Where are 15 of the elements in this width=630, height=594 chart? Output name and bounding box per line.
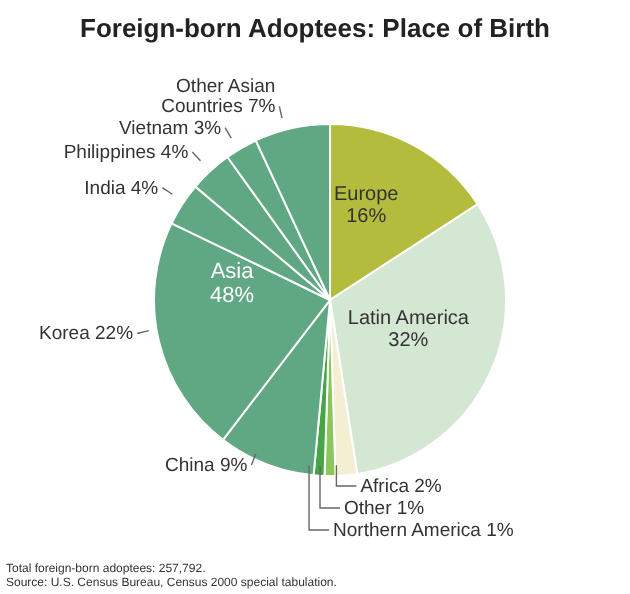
chart-title: Foreign-born Adoptees: Place of Birth <box>80 13 551 43</box>
slice-label: India 4% <box>84 176 160 199</box>
slice-label: Korea 22% <box>39 322 135 345</box>
slice-label: Other Asian Countries 7% <box>161 75 277 118</box>
slice-label: Latin America <box>347 307 470 330</box>
slice-label: China 9% <box>165 454 249 477</box>
slice-label: Philippines 4% <box>63 141 190 163</box>
slice-label: Other 1% <box>344 497 426 519</box>
slice-label: Europe <box>333 182 400 205</box>
slice-label: Vietnam 3% <box>119 116 223 139</box>
data-label: 32% <box>388 329 429 352</box>
text: Asia 48% <box>208 259 257 308</box>
slice-label: Africa 2% <box>360 475 443 497</box>
slice-label: Northern America 1% <box>333 519 515 541</box>
data-label: 16% <box>346 204 387 227</box>
